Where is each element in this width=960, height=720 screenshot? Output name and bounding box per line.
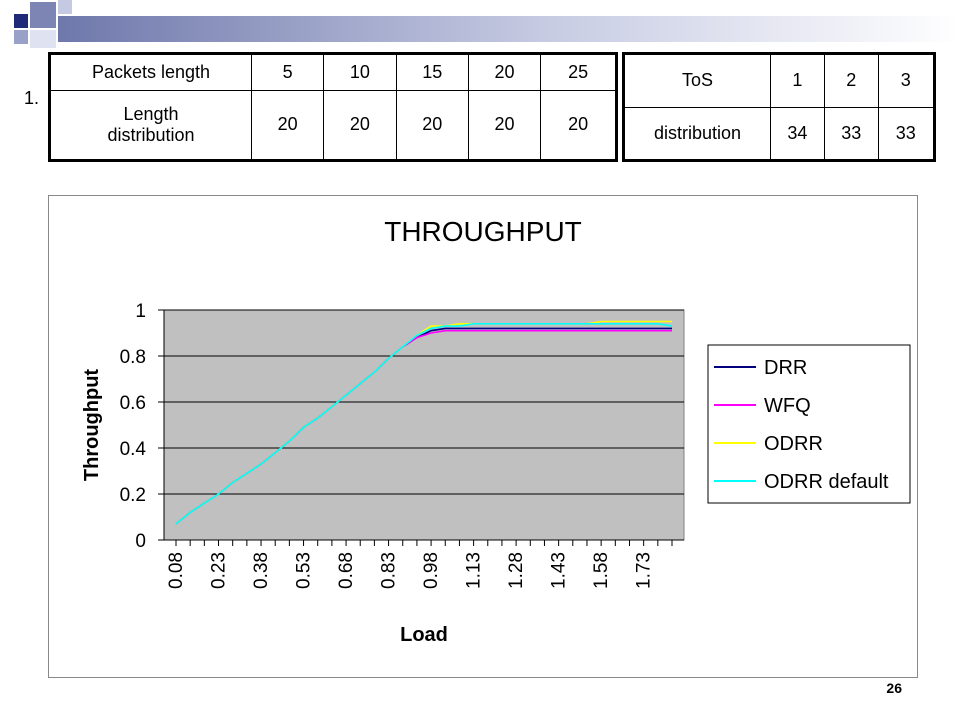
x-tick-label: 0.53 bbox=[294, 552, 315, 589]
legend-label: ODRR bbox=[764, 433, 823, 455]
x-tick-label: 0.68 bbox=[336, 552, 357, 589]
x-tick-label: 1.58 bbox=[591, 552, 612, 589]
table-cell: 20 bbox=[467, 89, 542, 162]
table-row: Length distribution 20 20 20 20 20 bbox=[49, 89, 617, 162]
table-cell: 20 bbox=[540, 89, 617, 162]
table-row-header: Packets length bbox=[49, 53, 252, 91]
corner-square-pale bbox=[30, 30, 56, 48]
x-tick-label: 0.38 bbox=[251, 552, 272, 589]
tos-distribution-table: ToS 1 2 3 distribution 34 33 33 bbox=[622, 52, 936, 162]
corner-square-navy bbox=[14, 14, 28, 28]
x-tick-label: 1.13 bbox=[464, 552, 485, 589]
x-tick-label: 1.28 bbox=[506, 552, 527, 589]
chart-title: THROUGHPUT bbox=[384, 216, 582, 247]
x-tick-label: 0.08 bbox=[166, 552, 187, 589]
y-tick-label: 0 bbox=[135, 531, 146, 552]
x-tick-label: 1.43 bbox=[549, 552, 570, 589]
table-row: distribution 34 33 33 bbox=[623, 106, 936, 161]
x-tick-label: 0.83 bbox=[379, 552, 400, 589]
table-cell: 20 bbox=[467, 53, 542, 91]
table-row-header: distribution bbox=[623, 106, 771, 161]
header-gradient-bar bbox=[58, 16, 960, 42]
table-cell: 20 bbox=[395, 89, 469, 162]
table-row: Packets length 5 10 15 20 25 bbox=[49, 53, 617, 91]
table-cell: 34 bbox=[770, 106, 825, 161]
y-tick-label: 0.6 bbox=[120, 393, 146, 414]
y-axis-label: Throughput bbox=[81, 369, 103, 482]
table-row-header: ToS bbox=[623, 53, 771, 108]
x-tick-label: 0.23 bbox=[209, 552, 230, 589]
table-cell: 33 bbox=[823, 106, 879, 161]
table-cell: 10 bbox=[323, 53, 397, 91]
corner-square-slate bbox=[30, 2, 56, 28]
table-row-header: Length distribution bbox=[49, 89, 252, 162]
y-tick-label: 0.2 bbox=[120, 485, 146, 506]
y-tick-label: 0.8 bbox=[120, 347, 146, 368]
table-cell: 3 bbox=[877, 53, 936, 108]
y-tick-label: 1 bbox=[135, 301, 146, 322]
page-number: 26 bbox=[886, 680, 902, 696]
legend-box bbox=[707, 344, 911, 504]
table-cell: 20 bbox=[323, 89, 397, 162]
corner-square-light bbox=[58, 0, 72, 14]
table-cell: 33 bbox=[877, 106, 936, 161]
table-cell: 25 bbox=[540, 53, 617, 91]
legend-label: WFQ bbox=[764, 395, 811, 417]
slide-item-number: 1. bbox=[24, 88, 40, 108]
y-tick-label: 0.4 bbox=[120, 439, 147, 460]
table-cell: 2 bbox=[823, 53, 879, 108]
x-tick-label: 1.73 bbox=[634, 552, 655, 589]
legend-label: ODRR default bbox=[764, 471, 889, 493]
legend-label: DRR bbox=[764, 357, 807, 379]
packets-length-table: Packets length 5 10 15 20 25 Length dist… bbox=[48, 52, 618, 162]
plot-area bbox=[163, 309, 685, 541]
series-line-odrr-default bbox=[175, 323, 673, 525]
corner-square-slate-small bbox=[14, 30, 28, 44]
throughput-chart: THROUGHPUT 0 0.2 0.4 0.6 0.8 1 0.08 0.23 0.38 0.53… bbox=[81, 216, 911, 646]
x-axis-label: Load bbox=[400, 624, 448, 646]
table-cell: 15 bbox=[395, 53, 469, 91]
table-cell: 5 bbox=[250, 53, 325, 91]
table-row: ToS 1 2 3 bbox=[623, 53, 936, 108]
table-cell: 20 bbox=[250, 89, 325, 162]
table-cell: 1 bbox=[770, 53, 825, 108]
x-tick-label: 0.98 bbox=[421, 552, 442, 589]
